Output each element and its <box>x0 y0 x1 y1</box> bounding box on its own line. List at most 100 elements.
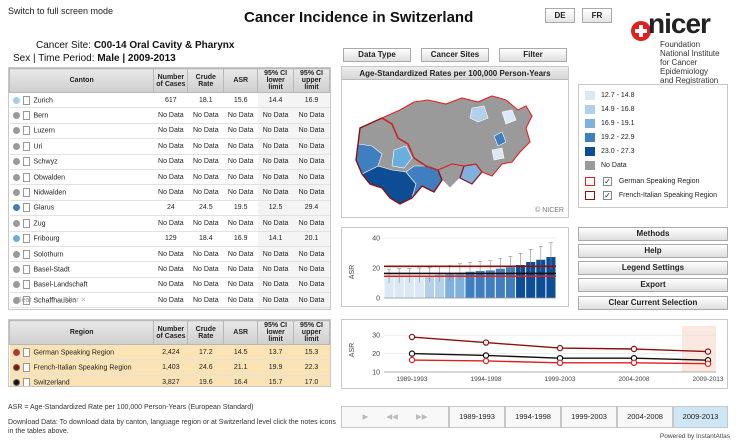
cancer-sites-button[interactable]: Cancer Sites <box>421 48 489 62</box>
help-button[interactable]: Help <box>578 244 728 258</box>
col-asr[interactable]: ASR <box>223 68 259 93</box>
bar-mark[interactable] <box>384 276 394 298</box>
legend-french-region[interactable]: ✓ French-Italian Speaking Region <box>585 189 721 203</box>
notes-icon[interactable] <box>22 172 30 182</box>
bar-mark[interactable] <box>424 275 435 299</box>
bar-mark[interactable] <box>404 276 414 298</box>
region-row[interactable]: French-Italian Speaking Region 1,403 24.6 2… <box>9 359 330 376</box>
table-row[interactable]: Zug No Data No Data No Data No Data No Data <box>9 215 330 232</box>
line-point[interactable] <box>482 357 490 365</box>
table-row[interactable]: Appenzell Ausserrhoden2720.216.010.523.5 <box>9 307 330 309</box>
methods-button[interactable]: Methods <box>578 227 728 241</box>
table-row[interactable]: Basel-Stadt No Data No Data No Data No Data N… <box>9 261 330 278</box>
line-point[interactable] <box>408 350 416 357</box>
map-canton-fribourg[interactable] <box>391 145 413 169</box>
notes-icon[interactable] <box>22 157 30 167</box>
clear-button[interactable]: Clear ✕ <box>15 297 40 304</box>
legend-item[interactable]: No Data <box>585 159 721 173</box>
bar-mark[interactable] <box>465 271 475 298</box>
notes-icon[interactable] <box>22 234 30 244</box>
col-region-ci-lower[interactable]: 95% CI lower limit <box>257 320 295 345</box>
col-region-ci-upper[interactable]: 95% CI upper limit <box>293 320 330 345</box>
notes-icon[interactable] <box>22 218 30 228</box>
table-row[interactable]: Uri No Data No Data No Data No Data No Data <box>9 138 330 155</box>
notes-icon[interactable] <box>22 264 30 274</box>
notes-icon[interactable] <box>22 280 30 290</box>
notes-icon[interactable] <box>22 363 30 373</box>
line-point[interactable] <box>482 339 490 346</box>
bar-mark[interactable] <box>455 272 465 298</box>
bar-mark[interactable] <box>445 274 455 298</box>
col-canton[interactable]: Canton <box>9 68 155 93</box>
bar-mark[interactable] <box>546 257 556 298</box>
col-ci-lower[interactable]: 95% CI lower limit <box>257 68 295 93</box>
bar-mark[interactable] <box>485 270 495 298</box>
notes-icon[interactable] <box>22 203 30 213</box>
bar-mark[interactable] <box>475 271 485 298</box>
legend-item[interactable]: 14.9 - 16.8 <box>585 103 721 117</box>
table-row[interactable]: Obwalden No Data No Data No Data No Data No D… <box>9 169 330 186</box>
filter-button[interactable]: Filter ✕ <box>63 297 87 304</box>
lang-de-button[interactable]: DE <box>545 8 575 23</box>
rewind-icon[interactable]: ◀◀ <box>386 412 398 421</box>
bar-mark[interactable] <box>394 276 404 298</box>
region-row[interactable]: Switzerland 3,827 19.6 16.4 15.7 17.0 <box>9 375 330 386</box>
col-region[interactable]: Region <box>9 320 155 345</box>
notes-icon[interactable] <box>22 295 30 305</box>
line-point[interactable] <box>704 348 712 355</box>
line-point[interactable] <box>408 356 416 364</box>
lang-fr-button[interactable]: FR <box>582 8 612 23</box>
bar-chart[interactable]: 0 20 40 ASR <box>342 228 568 306</box>
table-row[interactable]: Luzern No Data No Data No Data No Data No Dat… <box>9 123 330 140</box>
table-row[interactable]: Bern No Data No Data No Data No Data No Data <box>9 107 330 124</box>
data-type-button[interactable]: Data Type <box>343 48 411 62</box>
line-point[interactable] <box>482 352 490 359</box>
forward-icon[interactable]: ▶▶ <box>415 412 428 421</box>
timeline-period-2009-2013[interactable]: 2009-2013 <box>673 406 728 428</box>
table-row[interactable]: Basel-Landschaft No Data No Data No Data No … <box>9 277 330 294</box>
timeline-period-1989-1993[interactable]: 1989-1993 <box>449 406 505 428</box>
line-point[interactable] <box>704 360 712 367</box>
table-row[interactable]: Schaffhausen No Data No Data No Data No Data… <box>9 292 330 309</box>
line-chart[interactable]: 10 20 30 ASR 1989-1993 1994-1998 1999-2003 2004… <box>342 320 727 388</box>
table-row[interactable]: Zurich 617 18.1 15.6 14.4 16.9 <box>9 92 330 109</box>
notes-icon[interactable] <box>22 141 30 151</box>
notes-icon[interactable] <box>22 188 30 198</box>
bar-mark[interactable] <box>414 275 424 298</box>
filter-toolbar-button[interactable]: Filter <box>499 48 567 62</box>
bar-mark[interactable] <box>526 262 536 298</box>
bar-mark[interactable] <box>516 265 526 298</box>
table-row[interactable]: Fribourg 129 18.4 16.9 14.1 20.1 <box>9 231 330 247</box>
region-row[interactable]: German Speaking Region 2,424 17.2 14.5 13.7 1… <box>9 344 330 361</box>
legend-item[interactable]: 19.2 - 22.9 <box>585 131 721 145</box>
table-row[interactable]: Solothurn No Data No Data No Data No Data No … <box>9 246 330 263</box>
col-ci-upper[interactable]: 95% CI upper limit <box>293 68 330 93</box>
french-region-checkbox[interactable]: ✓ <box>602 190 612 200</box>
bar-mark[interactable] <box>536 259 546 298</box>
bar-mark[interactable] <box>435 274 445 298</box>
notes-icon[interactable] <box>22 378 30 386</box>
table-row[interactable]: Glarus 24 24.5 19.5 12.5 29.4 <box>9 200 330 217</box>
legend-settings-button[interactable]: Legend Settings <box>578 261 728 275</box>
notes-icon[interactable] <box>22 111 30 121</box>
table-row[interactable]: Nidwalden No Data No Data No Data No Data No … <box>9 184 330 201</box>
line-point[interactable] <box>630 345 638 353</box>
map-canton-glarus[interactable] <box>493 131 507 147</box>
timeline-period-2004-2008[interactable]: 2004-2008 <box>617 406 673 428</box>
notes-icon[interactable] <box>22 95 30 105</box>
legend-item[interactable]: 16.9 - 19.1 <box>585 117 721 131</box>
notes-icon[interactable] <box>22 249 30 259</box>
col-region-crude[interactable]: Crude Rate <box>187 320 225 345</box>
bar-mark[interactable] <box>505 267 516 298</box>
legend-german-region[interactable]: ✓ German Speaking Region <box>585 175 721 189</box>
map-canton-graubunden-part[interactable] <box>491 147 505 161</box>
timeline-period-1994-1998[interactable]: 1994-1998 <box>505 406 561 428</box>
line-point[interactable] <box>408 333 416 341</box>
notes-icon[interactable] <box>22 347 30 357</box>
line-point[interactable] <box>630 359 638 367</box>
play-icon[interactable]: ▶ <box>362 412 369 421</box>
export-button[interactable]: Export <box>578 278 728 292</box>
table-row[interactable]: Schwyz No Data No Data No Data No Data No Dat… <box>9 154 330 170</box>
map-canton-zurich[interactable] <box>469 105 489 123</box>
line-point[interactable] <box>556 344 564 352</box>
